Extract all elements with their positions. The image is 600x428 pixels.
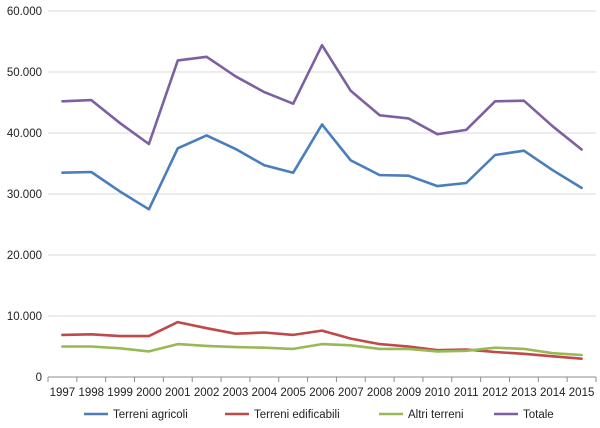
- x-tick-label: 1997: [50, 387, 76, 399]
- legend-label-terreni-agricoli: Terreni agricoli: [113, 409, 188, 421]
- y-tick-label: 30.000: [7, 189, 42, 201]
- x-tick-label: 2009: [396, 387, 422, 399]
- x-tick-label: 2015: [569, 387, 595, 399]
- x-tick-label: 2004: [252, 387, 278, 399]
- x-axis-tick-labels: 1997 1998 1999 2000 2001 2002 2003 2004 2005 2006…: [50, 387, 595, 399]
- x-tick-label: 2005: [280, 387, 306, 399]
- y-tick-label: 20.000: [7, 250, 42, 262]
- y-axis-tick-labels: 0 10.000 20.000 30.000 40.000 50.000 60.000: [7, 6, 42, 384]
- x-tick-label: 2008: [367, 387, 393, 399]
- series-line-terreni-agricoli: [61, 123, 583, 211]
- x-tick-label: 2001: [165, 387, 191, 399]
- x-tick-label: 2000: [136, 387, 162, 399]
- series-line-totale: [61, 43, 583, 151]
- legend: Terreni agricoli Terreni edificabili Altri…: [84, 409, 554, 421]
- legend-label-totale: Totale: [523, 409, 554, 421]
- x-tick-label: 2003: [223, 387, 249, 399]
- x-tick-label: 1998: [78, 387, 104, 399]
- series-line-terreni-edificabili: [61, 320, 583, 361]
- y-tick-label: 60.000: [7, 6, 42, 18]
- x-tick-label: 2014: [540, 387, 566, 399]
- x-tick-label: 2012: [482, 387, 508, 399]
- y-tick-label: 40.000: [7, 128, 42, 140]
- y-tick-label: 10.000: [7, 311, 42, 323]
- x-tick-label: 2007: [338, 387, 364, 399]
- axes: [47, 376, 597, 382]
- x-tick-label: 2013: [511, 387, 537, 399]
- legend-label-terreni-edificabili: Terreni edificabili: [254, 409, 340, 421]
- x-tick-label: 2011: [454, 387, 479, 399]
- x-tick-label: 2002: [194, 387, 220, 399]
- y-tick-label: 0: [36, 372, 42, 384]
- series-lines: [61, 43, 583, 361]
- gridlines: [48, 10, 596, 317]
- x-tick-label: 1999: [107, 387, 133, 399]
- series-line-altri-terreni: [61, 342, 583, 357]
- x-tick-label: 2006: [309, 387, 335, 399]
- y-tick-label: 50.000: [7, 67, 42, 79]
- legend-label-altri-terreni: Altri terreni: [408, 409, 464, 421]
- x-tick-label: 2010: [425, 387, 451, 399]
